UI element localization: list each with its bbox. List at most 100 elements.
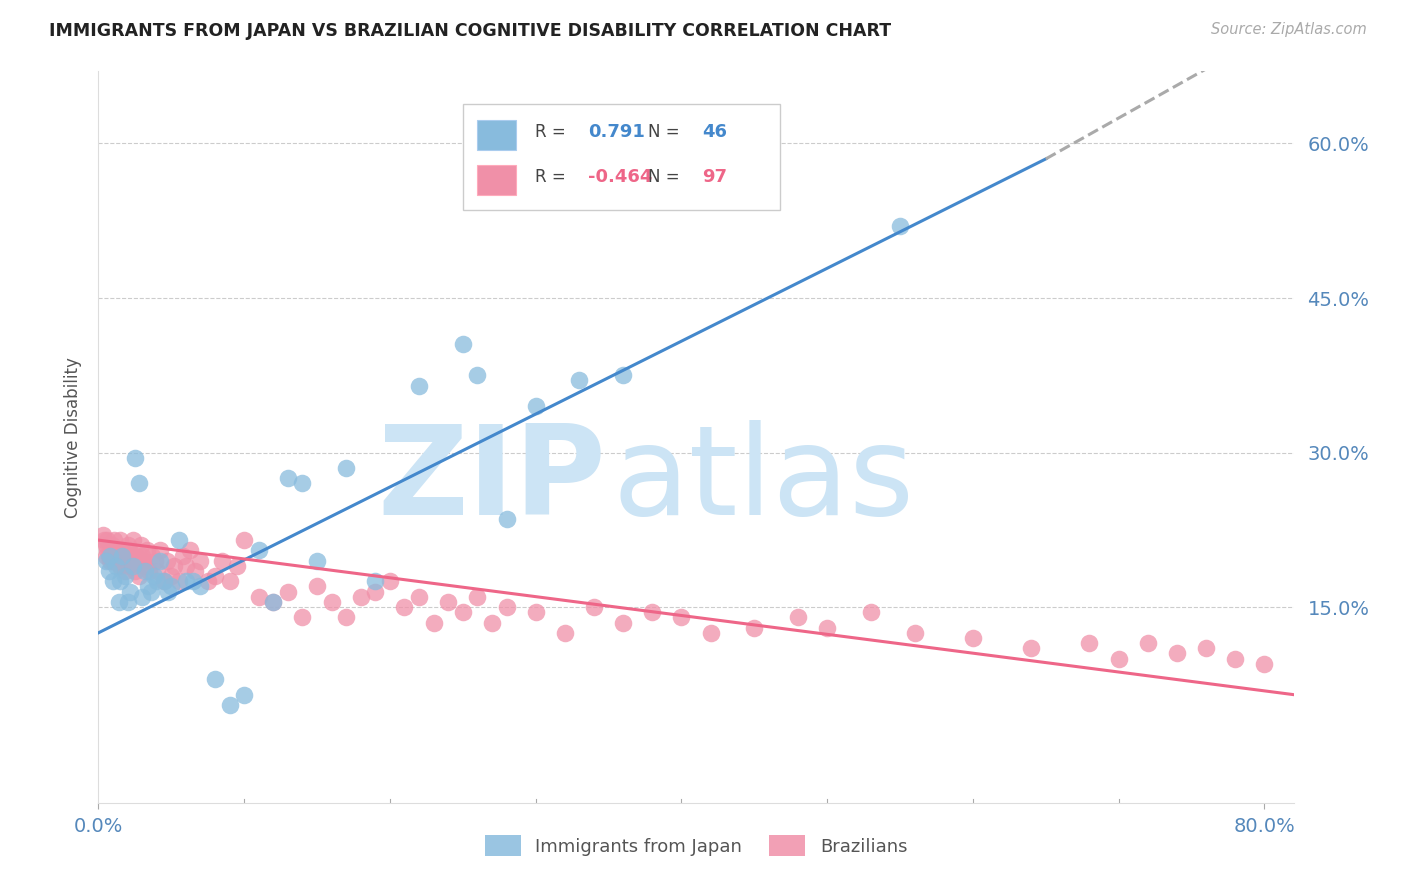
Point bbox=[160, 579, 183, 593]
Point bbox=[335, 610, 357, 624]
Point bbox=[132, 554, 155, 568]
Point bbox=[167, 533, 190, 547]
Point bbox=[889, 219, 911, 233]
Point bbox=[962, 631, 984, 645]
Point bbox=[149, 554, 172, 568]
Point bbox=[105, 543, 128, 558]
Point bbox=[97, 564, 120, 578]
Point bbox=[179, 543, 201, 558]
Point bbox=[190, 579, 212, 593]
Point bbox=[225, 558, 247, 573]
Point bbox=[612, 368, 634, 383]
Point bbox=[96, 543, 118, 558]
Point bbox=[787, 610, 810, 624]
Point bbox=[859, 605, 882, 619]
Point bbox=[128, 569, 150, 583]
Point bbox=[181, 574, 204, 589]
Point bbox=[495, 600, 517, 615]
Point bbox=[467, 368, 489, 383]
Point bbox=[291, 476, 314, 491]
Text: 46: 46 bbox=[702, 123, 727, 141]
Point bbox=[305, 554, 328, 568]
Point bbox=[93, 533, 115, 547]
Point bbox=[117, 595, 139, 609]
Point bbox=[1253, 657, 1275, 671]
Point bbox=[135, 543, 157, 558]
Point bbox=[211, 554, 233, 568]
Point bbox=[122, 558, 145, 573]
Point bbox=[101, 574, 124, 589]
FancyBboxPatch shape bbox=[477, 120, 516, 150]
Point bbox=[1225, 651, 1247, 665]
Point bbox=[110, 533, 132, 547]
Point bbox=[117, 538, 139, 552]
Point bbox=[96, 533, 118, 547]
Point bbox=[197, 574, 219, 589]
Point bbox=[104, 549, 127, 563]
Point bbox=[218, 698, 240, 712]
Point bbox=[233, 688, 256, 702]
Point bbox=[115, 554, 138, 568]
Point bbox=[139, 584, 162, 599]
Point bbox=[815, 621, 838, 635]
Point bbox=[142, 569, 165, 583]
Point bbox=[641, 605, 664, 619]
Point bbox=[671, 610, 693, 624]
Point bbox=[204, 672, 226, 686]
Point bbox=[163, 558, 186, 573]
Point bbox=[111, 549, 134, 563]
Point bbox=[138, 564, 160, 578]
Point bbox=[94, 538, 117, 552]
Point bbox=[291, 610, 314, 624]
Point bbox=[129, 538, 152, 552]
Point bbox=[160, 569, 183, 583]
Point bbox=[114, 564, 136, 578]
Text: atlas: atlas bbox=[613, 420, 914, 541]
Point bbox=[568, 373, 591, 387]
Text: ZIP: ZIP bbox=[378, 420, 606, 541]
Point bbox=[233, 533, 256, 547]
Point bbox=[408, 378, 430, 392]
Point bbox=[422, 615, 444, 630]
Text: N =: N = bbox=[648, 169, 685, 186]
Point bbox=[134, 558, 156, 573]
Point bbox=[364, 584, 387, 599]
Point bbox=[167, 574, 190, 589]
Point bbox=[143, 554, 166, 568]
Text: N =: N = bbox=[648, 123, 685, 141]
Point bbox=[114, 569, 136, 583]
Point bbox=[612, 615, 634, 630]
Point bbox=[554, 625, 576, 640]
Point bbox=[101, 554, 124, 568]
Point bbox=[174, 574, 197, 589]
Point bbox=[1019, 641, 1042, 656]
Point bbox=[172, 549, 194, 563]
Point bbox=[524, 605, 547, 619]
Point bbox=[1136, 636, 1159, 650]
Point bbox=[98, 549, 121, 563]
Point bbox=[218, 574, 240, 589]
Point bbox=[136, 579, 159, 593]
Point bbox=[104, 558, 127, 573]
Text: R =: R = bbox=[534, 169, 571, 186]
Point bbox=[153, 574, 176, 589]
Point bbox=[451, 337, 474, 351]
Text: 0.791: 0.791 bbox=[589, 123, 645, 141]
Point bbox=[117, 558, 139, 573]
Point bbox=[262, 595, 284, 609]
Point bbox=[451, 605, 474, 619]
Point bbox=[321, 595, 343, 609]
Point bbox=[437, 595, 460, 609]
Point bbox=[145, 574, 167, 589]
FancyBboxPatch shape bbox=[463, 104, 780, 211]
Point bbox=[277, 471, 299, 485]
Point bbox=[122, 533, 145, 547]
Point bbox=[127, 554, 149, 568]
Point bbox=[120, 554, 142, 568]
Point bbox=[134, 564, 156, 578]
Point bbox=[94, 554, 117, 568]
Point bbox=[157, 584, 180, 599]
Point bbox=[1166, 647, 1188, 661]
Point bbox=[204, 569, 226, 583]
Point bbox=[174, 558, 197, 573]
